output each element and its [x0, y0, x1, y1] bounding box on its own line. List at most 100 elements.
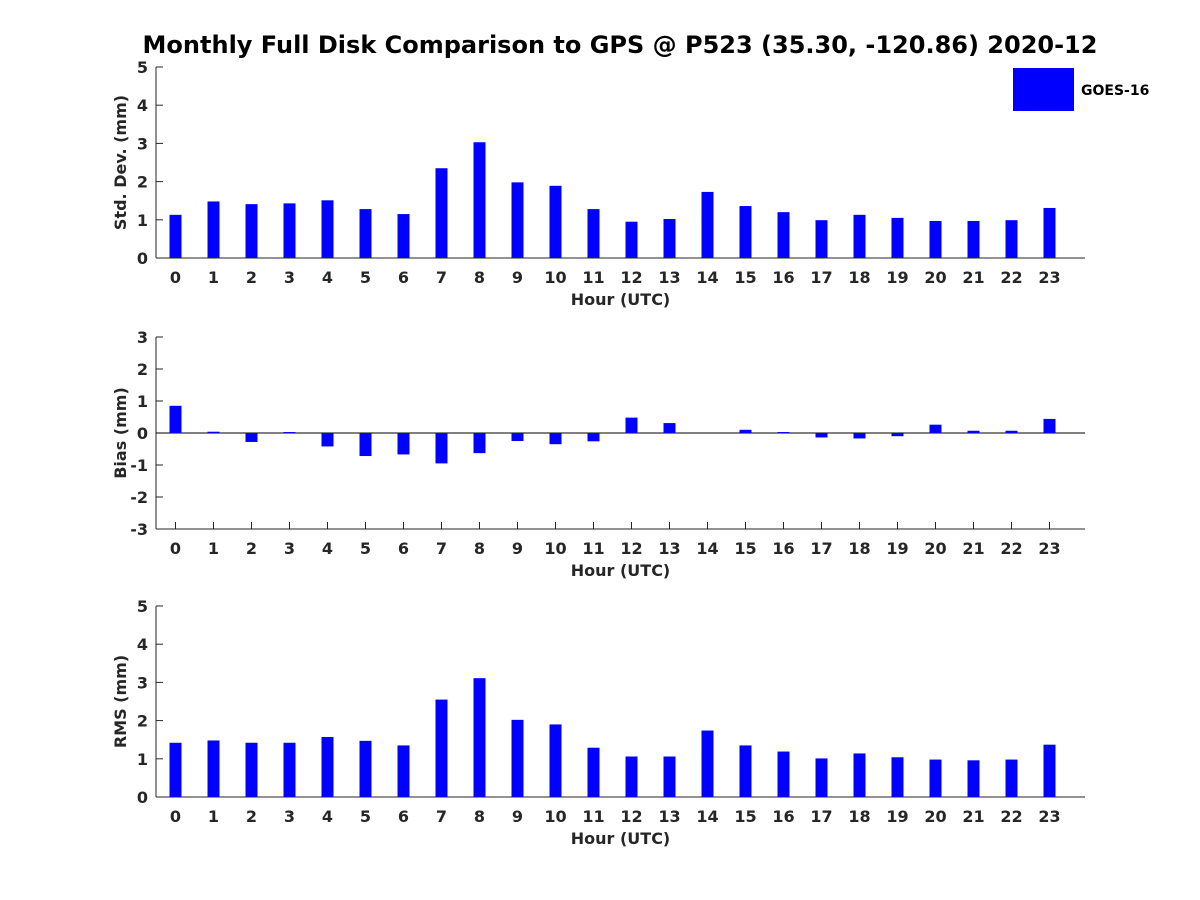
x-tick-label: 13 — [658, 539, 680, 558]
x-tick-label: 4 — [322, 807, 333, 826]
legend: GOES-16 — [1013, 68, 1149, 111]
x-tick-label: 12 — [620, 539, 642, 558]
bar-hour-14 — [701, 730, 714, 797]
bar-hour-5 — [359, 209, 372, 258]
x-tick-label: 13 — [658, 807, 680, 826]
bar-hour-17 — [815, 220, 828, 258]
x-tick-label: 7 — [436, 807, 447, 826]
x-tick-label: 2 — [246, 539, 257, 558]
bar-hour-19 — [891, 217, 904, 258]
x-axis-label: Hour (UTC) — [571, 829, 671, 848]
x-tick-label: 11 — [582, 268, 604, 287]
bar-hour-18 — [853, 214, 866, 258]
bar-hour-18 — [853, 753, 866, 797]
x-tick-label: 1 — [208, 539, 219, 558]
x-tick-label: 4 — [322, 539, 333, 558]
y-axis-label: Bias (mm) — [111, 387, 130, 479]
bar-hour-23 — [1043, 744, 1056, 797]
y-tick-label: 5 — [137, 58, 148, 77]
x-tick-label: 16 — [772, 268, 794, 287]
bar-hour-2 — [245, 742, 258, 797]
bar-hour-0 — [169, 742, 182, 797]
x-tick-label: 23 — [1038, 539, 1060, 558]
x-tick-label: 14 — [696, 539, 718, 558]
bar-hour-9 — [511, 182, 524, 258]
bar-hour-2 — [245, 433, 258, 442]
x-tick-label: 18 — [848, 268, 870, 287]
bar-hour-6 — [397, 745, 410, 797]
y-tick-label: 4 — [137, 96, 148, 115]
bar-hour-15 — [739, 206, 752, 258]
x-tick-label: 3 — [284, 539, 295, 558]
bar-hour-16 — [777, 432, 790, 434]
x-tick-label: 19 — [886, 539, 908, 558]
x-tick-label: 2 — [246, 807, 257, 826]
y-tick-label: 2 — [137, 360, 148, 379]
bar-hour-10 — [549, 724, 562, 797]
bar-hour-18 — [853, 433, 866, 439]
bar-hour-21 — [967, 430, 980, 433]
x-tick-label: 21 — [962, 539, 984, 558]
bar-hour-11 — [587, 747, 600, 797]
x-tick-label: 21 — [962, 807, 984, 826]
y-tick-label: 2 — [137, 173, 148, 192]
x-tick-label: 3 — [284, 268, 295, 287]
bar-hour-22 — [1005, 430, 1018, 433]
x-tick-label: 19 — [886, 268, 908, 287]
y-tick-label: 3 — [137, 673, 148, 692]
x-tick-label: 18 — [848, 539, 870, 558]
bar-hour-14 — [701, 191, 714, 258]
bar-hour-4 — [321, 200, 334, 258]
x-tick-label: 1 — [208, 807, 219, 826]
bar-hour-7 — [435, 699, 448, 797]
bar-hour-16 — [777, 751, 790, 797]
bar-hour-9 — [511, 719, 524, 797]
bar-hour-22 — [1005, 220, 1018, 258]
bar-hour-4 — [321, 433, 334, 447]
bar-hour-3 — [283, 432, 296, 434]
y-tick-label: 2 — [137, 712, 148, 731]
y-axis-label: RMS (mm) — [111, 655, 130, 748]
x-tick-label: 22 — [1000, 807, 1022, 826]
x-tick-label: 18 — [848, 807, 870, 826]
bar-hour-13 — [663, 756, 676, 797]
x-tick-label: 17 — [810, 807, 832, 826]
bar-hour-3 — [283, 742, 296, 797]
x-tick-label: 2 — [246, 268, 257, 287]
y-tick-label: -3 — [130, 520, 148, 539]
x-tick-label: 5 — [360, 268, 371, 287]
x-tick-label: 19 — [886, 807, 908, 826]
bar-hour-8 — [473, 142, 486, 258]
x-tick-label: 10 — [544, 268, 566, 287]
x-tick-label: 5 — [360, 807, 371, 826]
x-tick-label: 10 — [544, 539, 566, 558]
x-axis-label: Hour (UTC) — [571, 290, 671, 309]
x-tick-label: 8 — [474, 268, 485, 287]
x-tick-label: 22 — [1000, 539, 1022, 558]
bar-hour-10 — [549, 433, 562, 445]
bar-hour-8 — [473, 433, 486, 454]
legend-label: GOES-16 — [1081, 83, 1149, 99]
bar-hour-22 — [1005, 759, 1018, 797]
x-tick-label: 20 — [924, 539, 946, 558]
bar-hour-23 — [1043, 418, 1056, 433]
bar-hour-16 — [777, 212, 790, 258]
x-tick-label: 14 — [696, 807, 718, 826]
x-tick-label: 21 — [962, 268, 984, 287]
bar-hour-2 — [245, 204, 258, 258]
x-tick-label: 12 — [620, 807, 642, 826]
bar-hour-17 — [815, 758, 828, 797]
x-tick-label: 0 — [170, 268, 181, 287]
x-tick-label: 0 — [170, 807, 181, 826]
x-tick-label: 14 — [696, 268, 718, 287]
x-tick-label: 1 — [208, 268, 219, 287]
x-tick-label: 22 — [1000, 268, 1022, 287]
bar-hour-7 — [435, 168, 448, 258]
bar-hour-13 — [663, 423, 676, 433]
x-tick-label: 13 — [658, 268, 680, 287]
bar-hour-7 — [435, 433, 448, 464]
x-tick-label: 0 — [170, 539, 181, 558]
